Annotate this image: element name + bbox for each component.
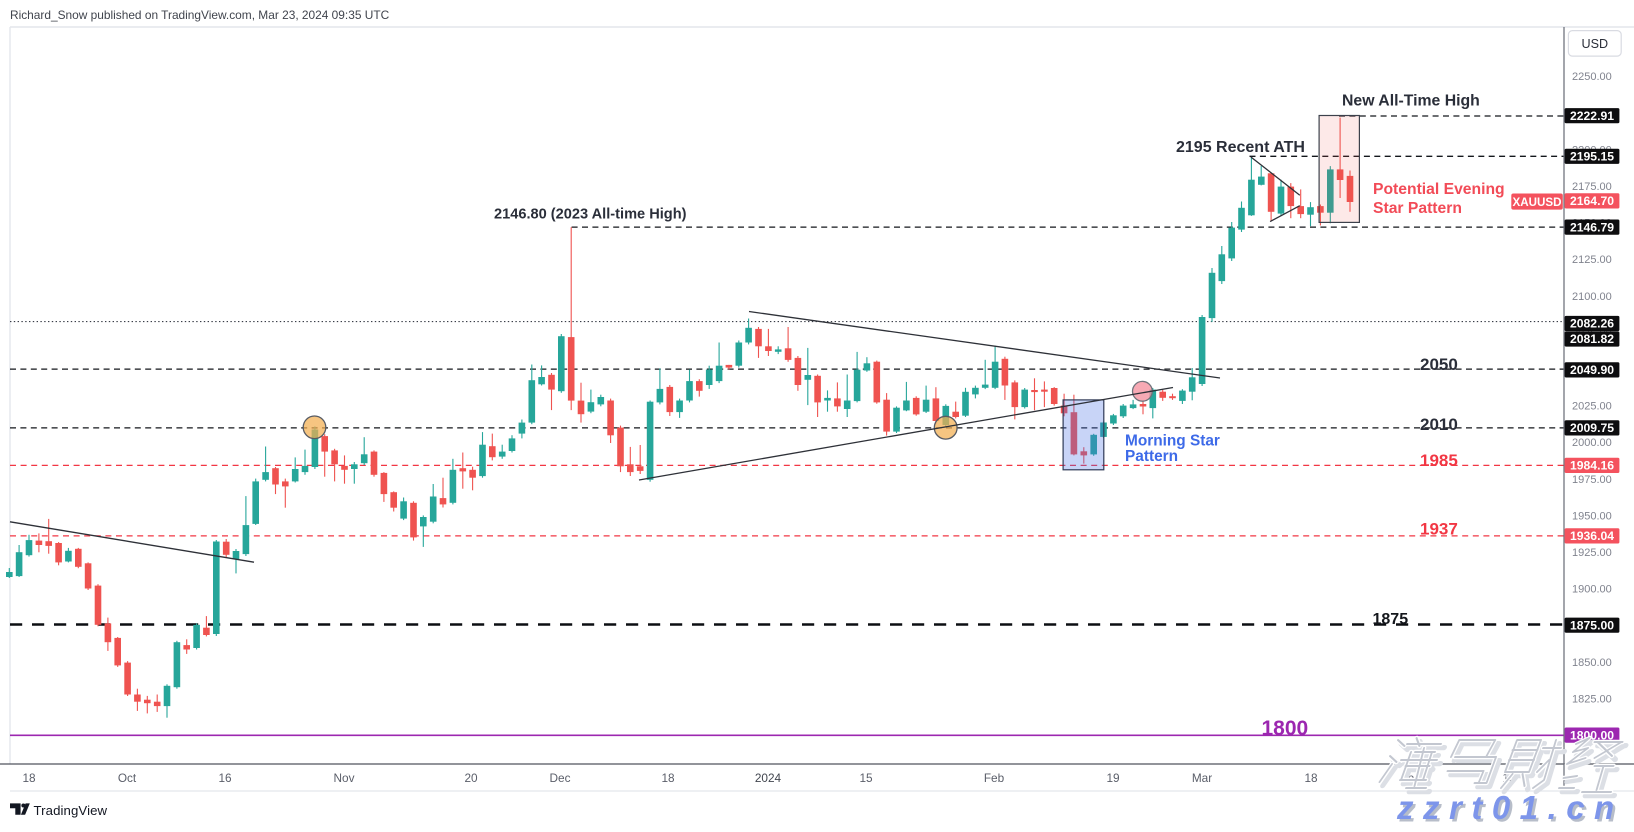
svg-text:1984.16: 1984.16 xyxy=(1570,459,1614,473)
svg-text:1937: 1937 xyxy=(1420,520,1458,539)
svg-text:2195.15: 2195.15 xyxy=(1570,150,1614,164)
svg-text:2082.26: 2082.26 xyxy=(1570,317,1614,331)
svg-text:1975.00: 1975.00 xyxy=(1572,474,1612,486)
svg-text:1850.00: 1850.00 xyxy=(1572,657,1612,669)
svg-text:New All-Time High: New All-Time High xyxy=(1342,93,1480,110)
svg-text:Nov: Nov xyxy=(334,771,355,785)
svg-text:2100.00: 2100.00 xyxy=(1572,291,1612,303)
svg-text:2024: 2024 xyxy=(755,771,782,785)
svg-text:2195 Recent ATH: 2195 Recent ATH xyxy=(1176,139,1305,156)
svg-text:2050: 2050 xyxy=(1420,355,1458,374)
svg-text:2222.91: 2222.91 xyxy=(1570,109,1614,123)
svg-text:Mar: Mar xyxy=(1192,771,1212,785)
svg-text:18: 18 xyxy=(1304,771,1318,785)
svg-text:Dec: Dec xyxy=(550,771,571,785)
svg-text:Pattern: Pattern xyxy=(1125,448,1178,465)
svg-text:Potential Evening: Potential Evening xyxy=(1373,181,1505,198)
svg-text:Oct: Oct xyxy=(118,771,137,785)
svg-text:2000.00: 2000.00 xyxy=(1572,437,1612,449)
svg-text:1936.04: 1936.04 xyxy=(1570,529,1614,543)
svg-text:USD: USD xyxy=(1582,37,1609,51)
svg-text:Morning Star: Morning Star xyxy=(1125,432,1220,449)
svg-text:2010: 2010 xyxy=(1420,415,1458,434)
svg-text:2175.00: 2175.00 xyxy=(1572,181,1612,193)
svg-text:16: 16 xyxy=(218,771,232,785)
svg-text:2049.90: 2049.90 xyxy=(1570,363,1614,377)
svg-text:2009.75: 2009.75 xyxy=(1570,421,1614,435)
svg-text:zzrt01.cn: zzrt01.cn xyxy=(1399,792,1627,828)
svg-text:1875.00: 1875.00 xyxy=(1570,618,1614,632)
svg-text:19: 19 xyxy=(1106,771,1119,785)
svg-text:2081.82: 2081.82 xyxy=(1570,332,1614,346)
svg-text:TradingView: TradingView xyxy=(34,803,108,818)
svg-text:Richard_Snow published on Trad: Richard_Snow published on TradingView.co… xyxy=(10,8,390,22)
svg-text:1800.00: 1800.00 xyxy=(1570,728,1614,742)
svg-text:2250.00: 2250.00 xyxy=(1572,71,1612,83)
svg-text:2025.00: 2025.00 xyxy=(1572,401,1612,413)
svg-text:1800: 1800 xyxy=(1262,717,1309,740)
svg-text:18: 18 xyxy=(661,771,675,785)
svg-text:1875: 1875 xyxy=(1373,611,1409,628)
svg-text:2146.79: 2146.79 xyxy=(1570,220,1614,234)
svg-text:Feb: Feb xyxy=(984,771,1005,785)
svg-text:1925.00: 1925.00 xyxy=(1572,547,1612,559)
svg-text:XAUUSD: XAUUSD xyxy=(1513,196,1562,209)
svg-text:Star Pattern: Star Pattern xyxy=(1373,200,1462,217)
svg-text:1950.00: 1950.00 xyxy=(1572,510,1612,522)
svg-text:1825.00: 1825.00 xyxy=(1572,694,1612,706)
svg-text:18: 18 xyxy=(22,771,36,785)
svg-text:zzrt01.cn: zzrt01.cn xyxy=(1396,789,1624,826)
svg-text:1985: 1985 xyxy=(1420,451,1458,470)
svg-text:2164.70: 2164.70 xyxy=(1570,194,1614,208)
svg-text:20: 20 xyxy=(464,771,478,785)
svg-text:15: 15 xyxy=(859,771,873,785)
svg-text:2146.80 (2023 All-time High): 2146.80 (2023 All-time High) xyxy=(494,207,687,223)
svg-text:1900.00: 1900.00 xyxy=(1572,584,1612,596)
svg-text:2125.00: 2125.00 xyxy=(1572,254,1612,266)
